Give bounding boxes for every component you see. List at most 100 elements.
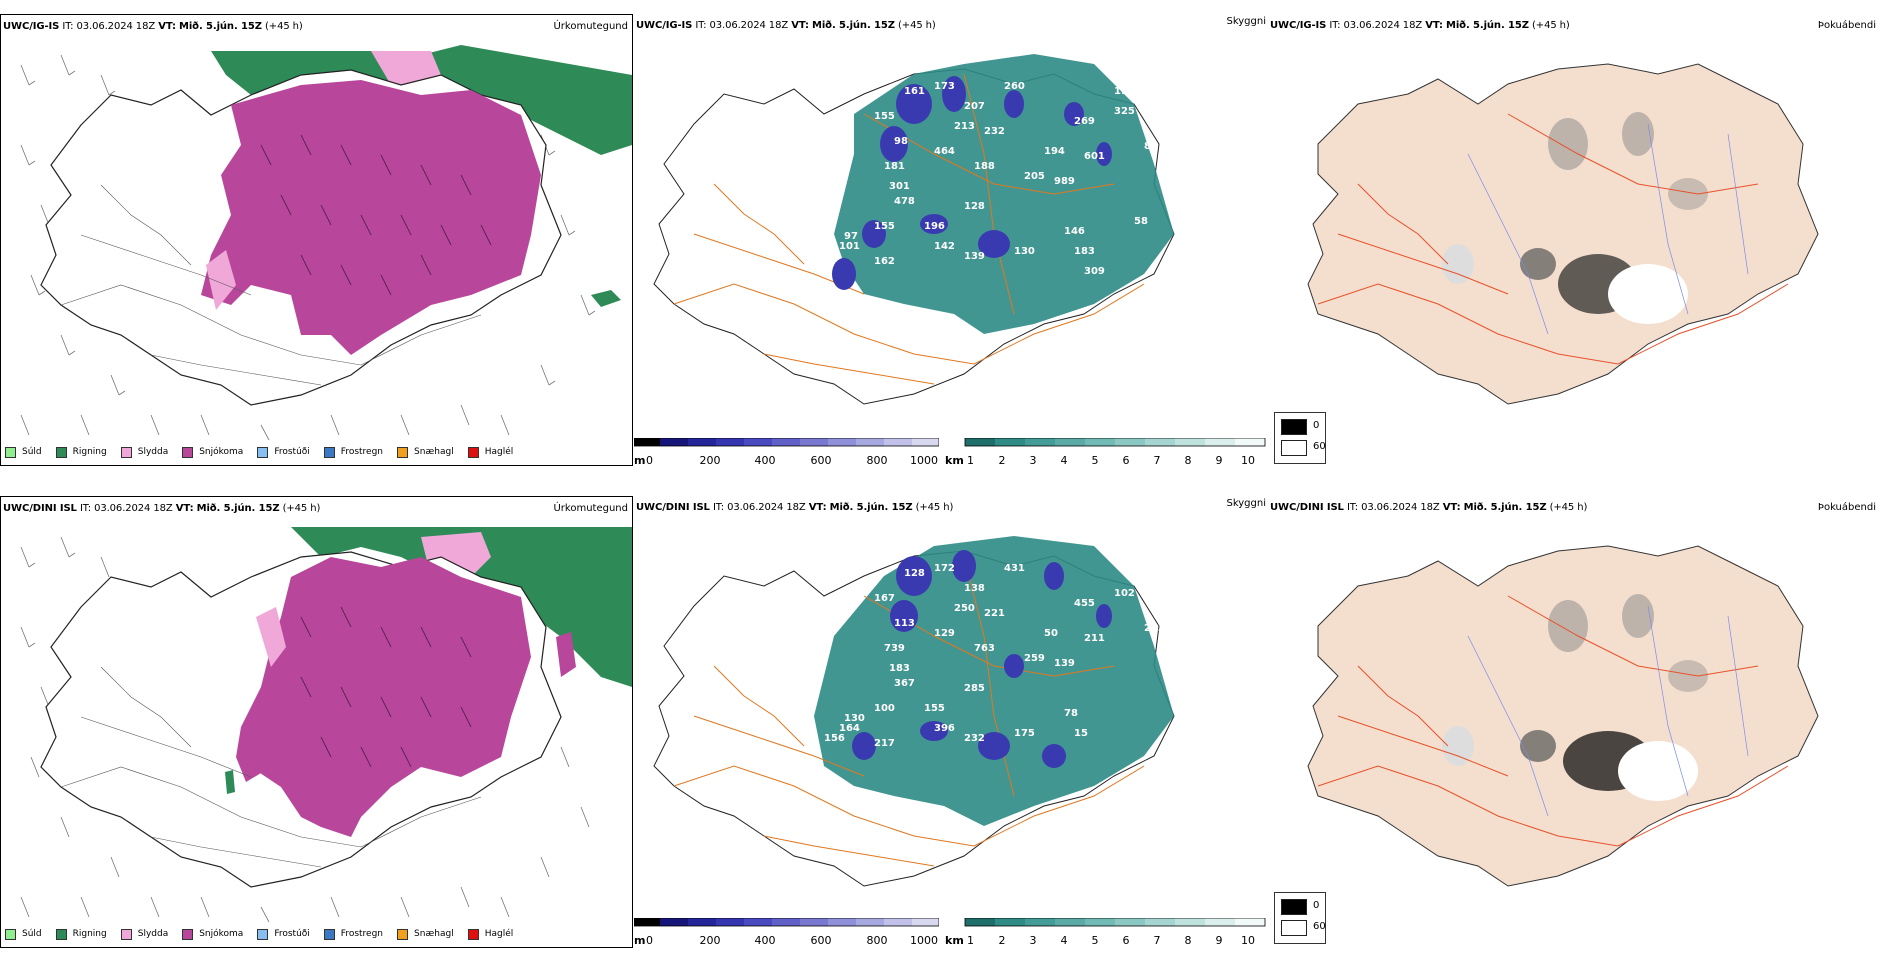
cloud-base-patches (852, 550, 1112, 768)
cloud-base-value: 205 (1024, 171, 1045, 182)
cloud-base-value: 138 (964, 583, 985, 594)
cloud-base-value: 128 (964, 201, 985, 212)
legend-label: Frostregn (340, 929, 384, 939)
cloud-base-value: 396 (934, 723, 955, 734)
cloud-base-value: 183 (889, 663, 910, 674)
visibility-unit: km (945, 934, 964, 947)
panel-label-fog: Þokuábendi (1817, 20, 1876, 31)
wind-barbs (20, 536, 590, 923)
cloud-base-value: 50 (1044, 628, 1058, 639)
fog-legend-swatch-light (1281, 440, 1307, 456)
cloud-base-unit: m (634, 454, 646, 467)
visibility-area (834, 54, 1174, 334)
panel-title: UWC/IG-IS IT: 03.06.2024 18Z VT: Mið. 5.… (636, 20, 936, 31)
vt-label: VT: (175, 503, 194, 514)
visibility-unit: km (945, 454, 964, 467)
cloud-base-value: 232 (984, 126, 1005, 137)
legend-item: Frostregn (323, 446, 383, 458)
cloud-base-gradient (633, 437, 940, 447)
legend-swatch (257, 928, 269, 940)
legend-swatch (257, 446, 269, 458)
cloud-base-value: 167 (874, 593, 895, 604)
it-value: 03.06.2024 18Z (94, 503, 173, 514)
rivers (1467, 605, 1749, 817)
sleet-area-west (206, 250, 236, 310)
legend-swatch (397, 928, 409, 940)
visibility-gradient (964, 437, 1266, 447)
cloud-base-value: 155 (924, 703, 945, 714)
vt-value: Mið. 5.jún. 15Z (1446, 20, 1529, 31)
cloud-base-value: 367 (894, 678, 915, 689)
cloud-base-value: 211 (1084, 633, 1105, 644)
legend-label: Slydda (137, 929, 169, 939)
cloud-base-value: 213 (954, 121, 975, 132)
vt-label: VT: (158, 21, 176, 32)
fog-map (1307, 63, 1819, 405)
panel-label-fog: Þokuábendi (1817, 502, 1876, 513)
legend-label: Rigning (72, 447, 107, 457)
cloud-base-value: 301 (889, 181, 910, 192)
legend-label: Snæhagl (414, 929, 454, 939)
legend-item: Snjókoma (182, 928, 243, 940)
legend-swatch (467, 928, 479, 940)
panel-title: UWC/DINI ISL IT: 03.06.2024 18Z VT: Mið.… (3, 503, 320, 514)
cloud-base-value: 130 (844, 713, 865, 724)
cloud-base-value: 989 (1054, 176, 1075, 187)
model-name: UWC/DINI ISL (1270, 502, 1344, 513)
fog-legend-high: 60 (1313, 441, 1326, 452)
cloud-base-value: 78 (824, 251, 838, 262)
visibility-gradient (964, 917, 1266, 927)
legend-item: Haglél (467, 446, 513, 458)
cloud-base-value: 161 (904, 86, 925, 97)
iceland-fog-fill (1307, 545, 1819, 887)
cloud-base-tick: 1000 (910, 454, 938, 467)
it-value: 03.06.2024 18Z (1361, 502, 1440, 513)
cloud-base-tick: 600 (810, 454, 832, 467)
snow-barbs (260, 134, 492, 296)
visibility-tick: 1 (967, 454, 974, 467)
cloud-base-value: 739 (884, 643, 905, 654)
cloud-base-value: 263 (1144, 623, 1165, 634)
legend-label: Rigning (72, 929, 107, 939)
cloud-base-tick: 1000 (910, 934, 938, 947)
vt-label: VT: (791, 20, 809, 31)
legend-label: Haglél (484, 929, 514, 939)
cloud-base-value: 196 (924, 221, 945, 232)
panel-title: UWC/DINI ISL IT: 03.06.2024 18Z VT: Mið.… (1270, 502, 1587, 513)
panel-title: UWC/IG-IS IT: 03.06.2024 18Z VT: Mið. 5.… (3, 21, 303, 32)
it-label: IT: (62, 21, 74, 32)
cloud-base-labels: 161 173 207 260 155 98 213 232 464 269 325 181 188 19… (824, 81, 1168, 277)
cloud-base-value: 175 (1014, 728, 1035, 739)
visibility-panel: UWC/IG-IS IT: 03.06.2024 18Z VT: Mið. 5.… (634, 14, 1266, 484)
cloud-base-tick: 400 (754, 934, 776, 947)
legend-swatch (55, 446, 67, 458)
vt-value: Mið. 5.jún. 15Z (1463, 502, 1547, 513)
cloud-base-value: 89 (1144, 141, 1158, 152)
vt-label: VT: (808, 502, 827, 513)
rivers (1467, 123, 1749, 335)
model-name: UWC/IG-IS (636, 20, 693, 31)
cloud-base-value: 146 (1064, 226, 1085, 237)
legend-item: Snjókoma (182, 446, 243, 458)
lead-time: (+45 h) (915, 502, 954, 513)
road-network (673, 73, 1145, 385)
visibility-tick: 3 (1029, 454, 1037, 467)
panel-label-precip: Úrkomutegund (553, 21, 628, 32)
visibility-tick: 4 (1060, 934, 1068, 947)
panel-label-visibility: Skyggni (1226, 16, 1266, 27)
visibility-tick: 2 (998, 454, 1006, 467)
rain-area-north (291, 527, 632, 687)
cloud-base-value: 763 (974, 643, 995, 654)
cloud-base-value: 285 (964, 683, 985, 694)
visibility-panel: UWC/DINI ISL IT: 03.06.2024 18Z VT: Mið.… (634, 496, 1266, 966)
cloud-base-value: 139 (1054, 658, 1075, 669)
panel-title: UWC/DINI ISL IT: 03.06.2024 18Z VT: Mið.… (636, 502, 953, 513)
legend-item: Frostúði (257, 928, 310, 940)
cloud-base-value: 431 (1004, 563, 1025, 574)
lead-time: (+45 h) (1532, 20, 1570, 31)
visibility-tick: 5 (1091, 934, 1099, 947)
cloud-base-value: 129 (934, 628, 955, 639)
legend-label: Frostúði (274, 929, 310, 939)
visibility-tick: 8 (1184, 454, 1192, 467)
cloud-base-value: 15 (1074, 728, 1088, 739)
